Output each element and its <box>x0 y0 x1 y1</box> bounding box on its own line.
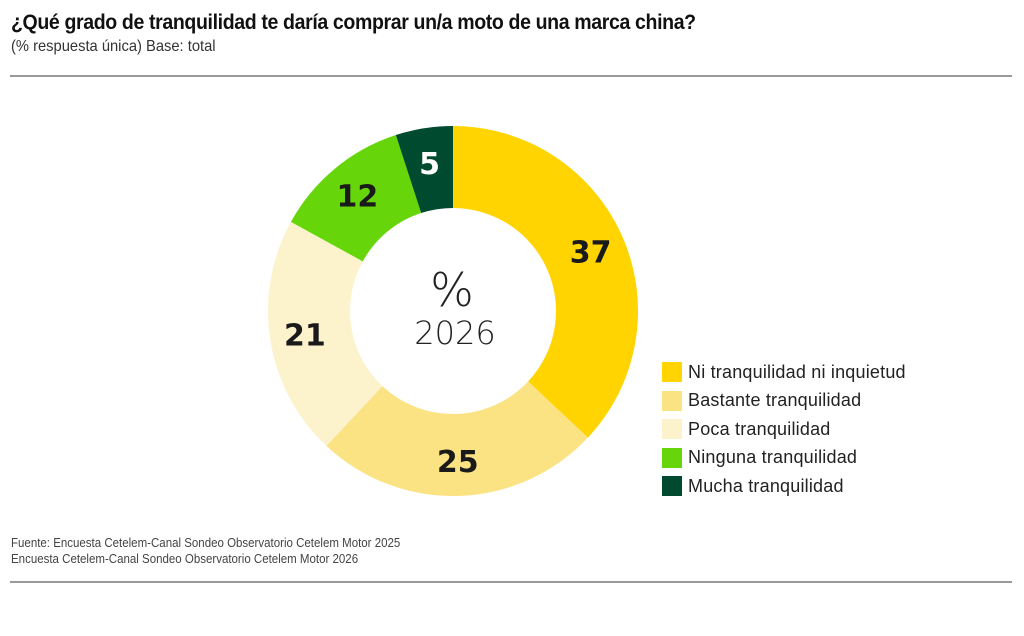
legend-swatch <box>662 362 682 383</box>
center-percent-symbol: % <box>430 263 474 317</box>
legend-label: Bastante tranquilidad <box>688 390 862 411</box>
legend-swatch <box>662 390 682 411</box>
legend-swatch <box>662 476 682 497</box>
source-line-1: Fuente: Encuesta Cetelem-Canal Sondeo Ob… <box>11 536 401 550</box>
slice-value-label: 21 <box>284 318 326 353</box>
chart-subtitle: (% respuesta única) Base: total <box>11 38 216 55</box>
donut-slices <box>268 126 638 496</box>
legend-item-bastante-tranquilidad: Bastante tranquilidad <box>662 387 906 416</box>
legend-swatch <box>662 447 682 468</box>
donut-slice-ni-tranquilidad-ni-inquietud <box>453 126 638 438</box>
donut-slice-poca-tranquilidad <box>268 221 383 446</box>
legend-item-poca-tranquilidad: Poca tranquilidad <box>662 415 906 444</box>
legend-item-ni-tranquilidad-ni-inquietud: Ni tranquilidad ni inquietud <box>662 358 906 387</box>
bottom-divider <box>10 581 1012 583</box>
legend-label: Ninguna tranquilidad <box>688 447 858 468</box>
legend-label: Mucha tranquilidad <box>688 475 844 496</box>
chart-legend: Ni tranquilidad ni inquietud Bastante tr… <box>662 358 906 501</box>
legend-item-mucha-tranquilidad: Mucha tranquilidad <box>662 472 906 501</box>
source-note: Fuente: Encuesta Cetelem-Canal Sondeo Ob… <box>11 535 400 567</box>
legend-label: Ni tranquilidad ni inquietud <box>688 361 906 382</box>
slice-value-label: 37 <box>570 235 612 270</box>
slice-value-label: 12 <box>337 179 379 214</box>
source-line-2: Encuesta Cetelem-Canal Sondeo Observator… <box>11 552 359 566</box>
legend-label: Poca tranquilidad <box>688 418 831 439</box>
donut-slice-ninguna-tranquilidad <box>290 135 422 262</box>
chart-title: ¿Qué grado de tranquilidad te daría comp… <box>11 11 696 34</box>
donut-slice-mucha-tranquilidad <box>395 126 453 214</box>
top-divider <box>10 75 1012 77</box>
slice-value-label: 25 <box>437 445 479 480</box>
legend-swatch <box>662 419 682 440</box>
donut-slice-bastante-tranquilidad <box>326 381 588 496</box>
center-year-label: 2026 <box>414 314 495 352</box>
legend-item-ninguna-tranquilidad: Ninguna tranquilidad <box>662 444 906 473</box>
slice-value-label: 5 <box>419 147 440 182</box>
donut-value-labels: 37 25 21 12 5 <box>284 147 612 480</box>
